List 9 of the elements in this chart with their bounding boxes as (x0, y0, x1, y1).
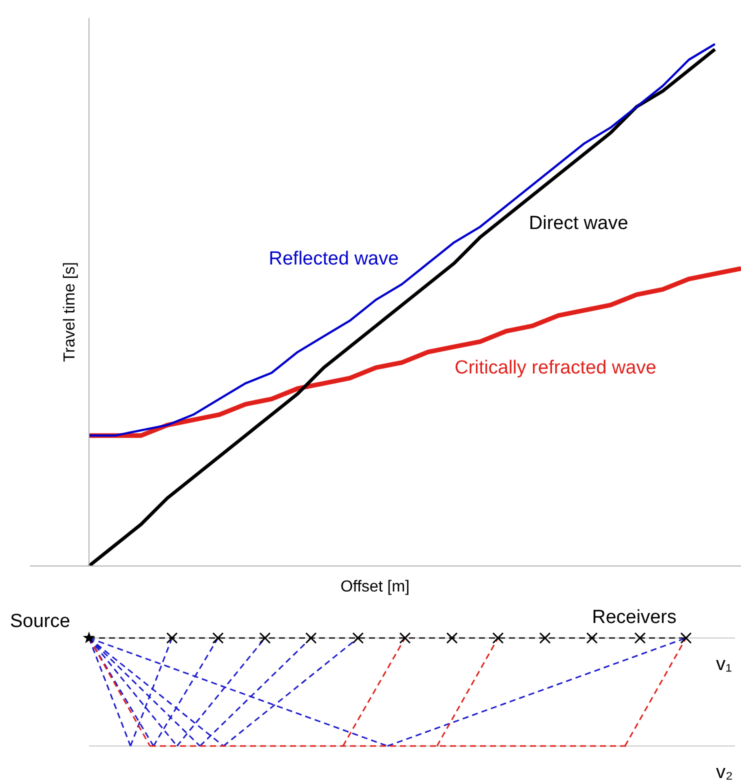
text: Source (10, 611, 70, 633)
series-label: Critically refracted wave (454, 358, 656, 379)
series-label: Direct wave (528, 212, 628, 234)
x-axis-title: Offset [m] (340, 578, 410, 596)
text: v₂ (716, 762, 733, 783)
series-label: Reflected wave (268, 248, 399, 270)
text: v₁ (716, 654, 732, 676)
y-axis-title: Travel time [s] (61, 262, 78, 362)
text: Receivers (592, 607, 676, 629)
